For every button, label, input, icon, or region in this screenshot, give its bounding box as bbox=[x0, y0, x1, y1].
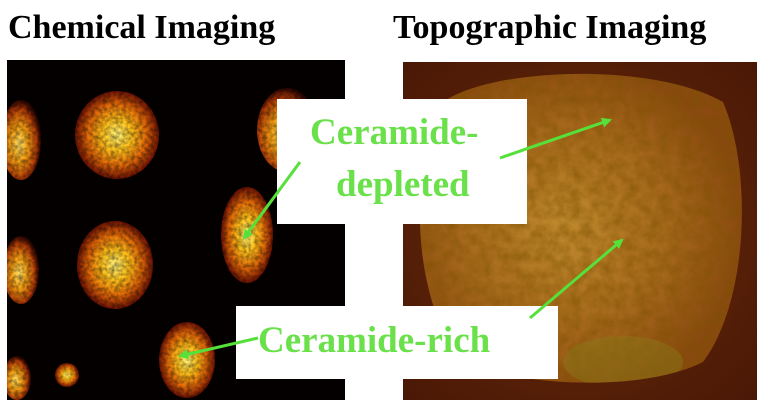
chemical-imaging-title: Chemical Imaging bbox=[8, 9, 276, 46]
ceramide-rich-label-box bbox=[236, 306, 558, 379]
ceramide-depleted-label-box bbox=[277, 99, 527, 224]
ceramide-rich-label: Ceramide-rich bbox=[258, 320, 491, 361]
ceramide-depleted-label-line1: Ceramide- bbox=[310, 112, 479, 153]
ceramide-depleted-label-line2: depleted bbox=[336, 164, 470, 205]
topographic-imaging-title: Topographic Imaging bbox=[393, 9, 707, 46]
